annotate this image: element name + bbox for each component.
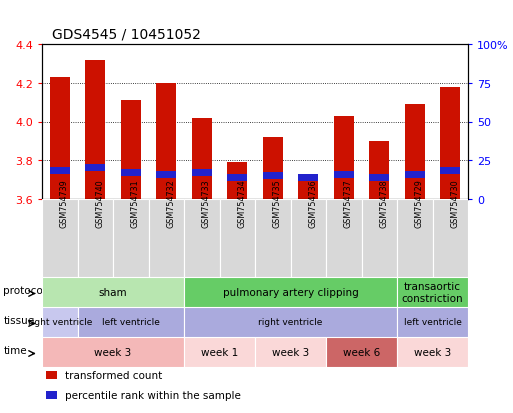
Text: left ventricle: left ventricle [102,318,160,327]
Text: week 3: week 3 [94,347,132,357]
Bar [184,307,397,337]
Bar [121,170,141,176]
Text: GSM754732: GSM754732 [166,179,175,228]
Text: protocol: protocol [4,286,46,296]
Bar [86,165,105,171]
Text: GSM754738: GSM754738 [379,179,388,228]
Bar [405,171,425,178]
Text: sham: sham [98,287,127,297]
Bar [227,163,247,199]
Bar [227,174,247,181]
Bar [50,78,70,199]
Bar [46,371,57,379]
Bar [263,138,283,199]
Bar [334,171,353,178]
Bar [405,105,425,199]
Bar [255,199,290,277]
Text: tissue: tissue [4,316,34,326]
Text: GSM754734: GSM754734 [237,179,246,228]
Bar [290,199,326,277]
Text: right ventricle: right ventricle [259,318,323,327]
Text: percentile rank within the sample: percentile rank within the sample [66,390,241,400]
Text: GSM754730: GSM754730 [450,179,459,228]
Bar [46,391,57,399]
Bar [156,83,176,199]
Bar [121,101,141,199]
Bar [77,199,113,277]
Text: GSM754737: GSM754737 [344,179,353,228]
Bar [156,171,176,178]
Bar [148,199,184,277]
Bar [184,277,397,307]
Text: right ventricle: right ventricle [28,318,92,327]
Bar [369,142,389,199]
Text: GSM754731: GSM754731 [131,179,140,228]
Bar [397,307,468,337]
Text: GSM754736: GSM754736 [308,179,317,228]
Text: time: time [4,346,27,356]
Bar [263,173,283,179]
Bar [184,199,220,277]
Bar [42,337,184,367]
Text: GSM754735: GSM754735 [273,179,282,228]
Bar [113,199,148,277]
Bar [441,168,460,174]
Bar [299,174,318,181]
Bar [50,168,70,174]
Text: week 6: week 6 [343,347,380,357]
Bar [42,277,184,307]
Text: GSM754729: GSM754729 [415,179,424,228]
Bar [326,199,362,277]
Bar [77,307,184,337]
Bar [397,199,432,277]
Bar [42,199,77,277]
Text: GDS4545 / 10451052: GDS4545 / 10451052 [52,28,201,42]
Text: GSM754733: GSM754733 [202,179,211,228]
Text: left ventricle: left ventricle [404,318,461,327]
Text: week 3: week 3 [272,347,309,357]
Bar [362,199,397,277]
Bar [441,88,460,199]
Bar [192,170,211,176]
Bar [397,277,468,307]
Bar [220,199,255,277]
Text: GSM754740: GSM754740 [95,179,104,228]
Bar [86,60,105,199]
Text: GSM754739: GSM754739 [60,179,69,228]
Bar [397,337,468,367]
Text: transaortic
constriction: transaortic constriction [402,282,463,303]
Text: week 1: week 1 [201,347,238,357]
Bar [192,119,211,199]
Text: transformed count: transformed count [66,370,163,380]
Bar [42,307,77,337]
Bar [255,337,326,367]
Bar [326,337,397,367]
Bar [334,116,353,199]
Bar [432,199,468,277]
Bar [369,174,389,181]
Bar [184,337,255,367]
Text: pulmonary artery clipping: pulmonary artery clipping [223,287,359,297]
Bar [299,176,318,199]
Text: week 3: week 3 [414,347,451,357]
